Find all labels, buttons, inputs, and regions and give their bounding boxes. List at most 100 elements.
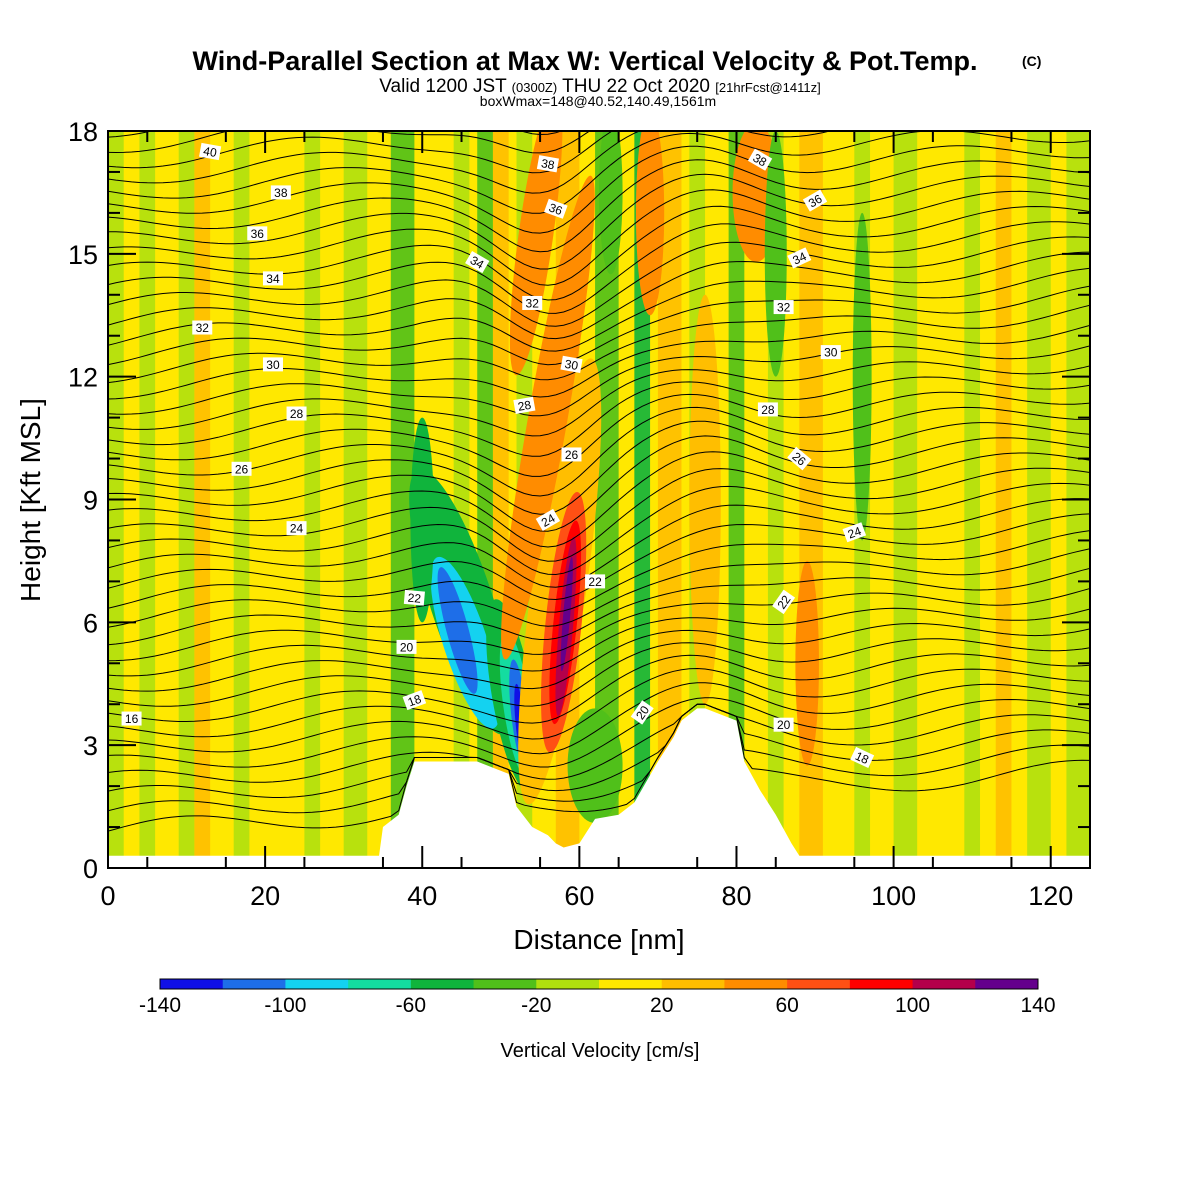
- y-tick-label: 9: [83, 486, 98, 516]
- contour-label-bg: [121, 711, 142, 726]
- theta-contour: [108, 285, 1090, 366]
- title-mark: (C): [1022, 53, 1041, 69]
- contour-label: 36: [247, 226, 268, 241]
- colorbar-swatch: [599, 979, 663, 989]
- contour-label: 26: [231, 461, 252, 476]
- theta-contours: [108, 131, 1090, 832]
- colorbar-swatch: [849, 979, 914, 989]
- colorbar-swatch: [975, 979, 1039, 989]
- y-tick-label: 6: [83, 608, 98, 638]
- chart-subtitle-box: boxWmax=148@40.52,140.49,1561m: [480, 93, 716, 109]
- colorbar-frame: [159, 978, 1039, 990]
- velocity-band: [728, 131, 745, 868]
- contour-label: 28: [286, 406, 307, 421]
- colorbar-swatch: [661, 979, 725, 989]
- theta-contour: [108, 467, 1090, 562]
- colorbar-label: Vertical Velocity [cm/s]: [501, 1040, 700, 1062]
- contour-label-bg: [757, 402, 778, 417]
- velocity-band: [964, 131, 981, 868]
- contour-label-text: 22: [588, 575, 602, 589]
- contour-label: 24: [286, 521, 307, 536]
- colorbar-swatch: [285, 979, 349, 989]
- theta-contour: [108, 703, 1090, 832]
- theta-contour: [108, 451, 1090, 548]
- contour-label: 28: [513, 396, 536, 414]
- contour-label-bg: [787, 247, 812, 269]
- contour-label-text: 18: [853, 749, 871, 767]
- colorbar-tick-label: -100: [264, 994, 306, 1017]
- y-axis-label: Height [Kft MSL]: [15, 398, 46, 602]
- colorbar-tick-label: -60: [396, 994, 426, 1017]
- contour-label-bg: [544, 198, 568, 219]
- colorbar-swatch: [410, 979, 475, 989]
- contour-label: 24: [535, 508, 561, 532]
- subtitle-valid: Valid 1200 JST: [379, 76, 507, 97]
- contour-label-text: 36: [251, 227, 265, 241]
- contour-label-bg: [262, 271, 283, 286]
- velocity-cell: [560, 557, 573, 672]
- contour-label-text: 28: [517, 398, 533, 414]
- velocity-band: [233, 131, 250, 868]
- theta-contour: [108, 391, 1090, 477]
- x-axis-label: Distance [nm]: [513, 924, 684, 955]
- theta-contour: [108, 361, 1090, 437]
- colorbar-swatch: [160, 979, 224, 989]
- contour-label: 36: [544, 198, 568, 219]
- y-tick-label: 12: [68, 363, 98, 393]
- subtitle-fcst: [21hrFcst@1411z]: [715, 80, 820, 95]
- contour-label-bg: [247, 226, 268, 241]
- terrain-profile: [108, 708, 1090, 868]
- theta-contour: [108, 607, 1090, 677]
- contour-label-bg: [787, 446, 812, 471]
- colorbar-tick-label: 20: [650, 994, 673, 1017]
- contour-label: 34: [787, 247, 812, 269]
- contour-label-bg: [262, 357, 283, 372]
- contour-label-bg: [513, 396, 536, 414]
- contour-label: 38: [747, 148, 773, 171]
- contour-label-bg: [842, 522, 867, 543]
- theta-contour: [108, 189, 1090, 286]
- x-tick-label: 100: [871, 881, 916, 911]
- velocity-band: [995, 131, 1012, 868]
- contour-label: 34: [262, 271, 283, 286]
- contour-label: 32: [522, 295, 543, 310]
- contour-label-bg: [231, 461, 252, 476]
- contour-label-text: 40: [202, 144, 218, 160]
- contour-label-bg: [522, 295, 543, 310]
- theta-contour: [108, 131, 833, 194]
- theta-contour: [108, 667, 1090, 740]
- contour-label-bg: [773, 717, 794, 732]
- contour-label-bg: [535, 508, 561, 532]
- theta-contour: [108, 697, 1090, 768]
- contour-label-bg: [286, 406, 307, 421]
- contour-label: 18: [402, 690, 427, 711]
- theta-contour: [108, 145, 1090, 234]
- y-tick-label: 18: [68, 117, 98, 147]
- theta-contour: [108, 703, 1090, 798]
- x-tick-label: 40: [407, 881, 437, 911]
- contour-label-text: 24: [290, 522, 304, 536]
- theta-contour: [108, 420, 1090, 515]
- contour-label: 20: [630, 700, 654, 725]
- contour-label-text: 16: [125, 712, 139, 726]
- contour-label: 16: [121, 711, 142, 726]
- theta-contour: [108, 304, 1090, 384]
- subtitle-zulu: (0300Z): [512, 80, 558, 95]
- theta-contour: [108, 588, 1090, 662]
- velocity-cells: [409, 131, 872, 823]
- subtitle-date: THU 22 Oct 2020: [562, 76, 710, 97]
- colorbar: -140 -100 -60 -20 20 60 100 140: [139, 978, 1056, 1017]
- contour-label-bg: [820, 345, 841, 360]
- contour-label: 20: [773, 717, 794, 732]
- theta-contour: [108, 435, 1090, 532]
- theta-contour: [108, 482, 1090, 576]
- velocity-cell: [852, 212, 872, 541]
- contour-label: 36: [802, 189, 828, 212]
- colorbar-tick-label: 100: [895, 994, 930, 1017]
- colorbar-swatch: [536, 979, 600, 989]
- colorbar-swatch: [912, 979, 976, 989]
- plot-area: [108, 131, 1090, 868]
- theta-contour: [108, 653, 1090, 724]
- theta-contour: [108, 221, 1090, 314]
